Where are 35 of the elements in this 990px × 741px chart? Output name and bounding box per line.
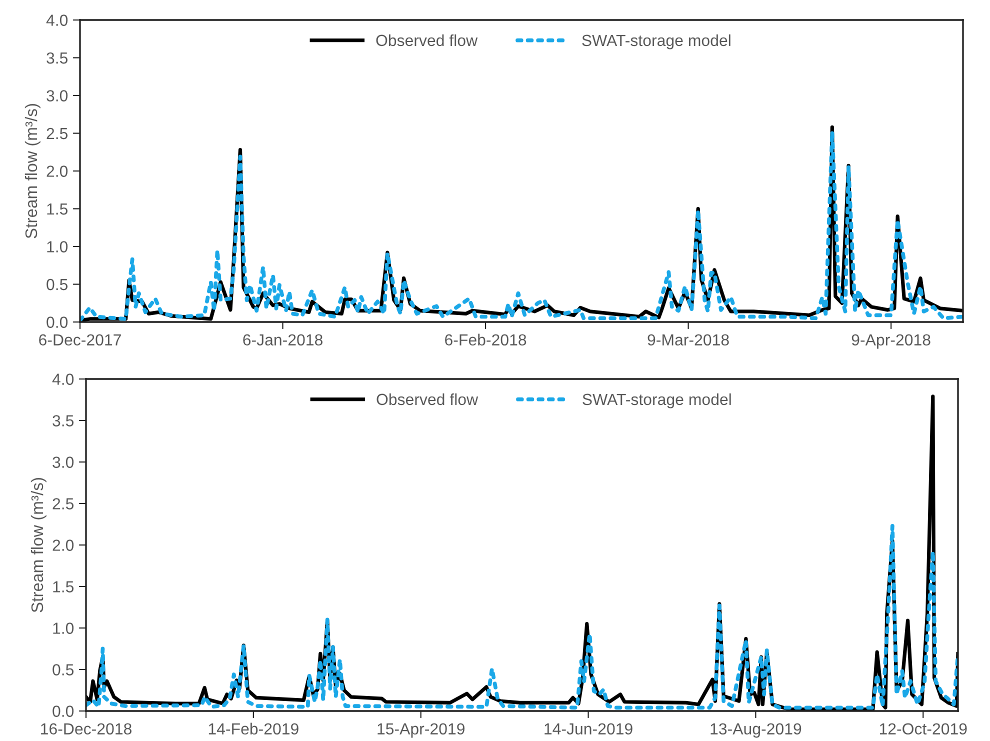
x-tick-label: 9-Apr-2018	[852, 334, 930, 349]
y-tick-label: 3.5	[46, 52, 68, 64]
y-tick-label: 2.5	[46, 128, 68, 140]
x-tick-label: 16-Dec-2018	[41, 723, 132, 735]
y-tick-label: 2.0	[46, 166, 68, 177]
y-tick-label: 2.0	[52, 540, 74, 551]
y-tick-label: 3.0	[46, 90, 68, 102]
y-tick-label: 1.5	[47, 204, 68, 215]
x-tick-label: 15-Apr-2019	[378, 723, 464, 738]
x-tick-label: 6-Dec-2017	[39, 334, 121, 346]
y-tick-label: 1.5	[53, 581, 74, 592]
y-tick-label: 1.0	[53, 622, 74, 634]
x-tick-label: 14-Jun-2019	[544, 723, 632, 735]
y-tick-label: 3.0	[52, 456, 74, 468]
y-tick-label: 0.5	[46, 278, 68, 290]
x-tick-label: 13-Aug-2019	[710, 723, 802, 738]
x-tick-label: 9-Mar-2018	[648, 334, 729, 346]
y-tick-label: 3.5	[52, 415, 74, 426]
legend-label: Observed flow	[376, 34, 478, 46]
y-tick-label: 0.0	[52, 706, 74, 717]
legend-label: Observed flow	[376, 393, 478, 406]
y-tick-label: 4.0	[52, 374, 74, 385]
y-tick-label: 4.0	[46, 14, 68, 26]
x-tick-label: 6-Feb-2018	[445, 334, 526, 346]
y-axis-title: Stream flow (m³/s)	[30, 478, 46, 612]
x-tick-label: 6-Jan-2018	[243, 334, 322, 346]
y-tick-label: 0.5	[52, 664, 74, 676]
x-tick-label: 12-Oct-2019	[880, 723, 967, 735]
y-tick-label: 2.5	[52, 498, 74, 510]
x-tick-label: 14-Feb-2019	[208, 722, 298, 735]
y-axis-title: Stream flow (m³/s)	[24, 104, 40, 238]
legend-label: SWAT-storage model	[582, 393, 731, 408]
legend-label: SWAT-storage model	[582, 34, 730, 50]
y-tick-label: 0.0	[46, 316, 68, 328]
y-tick-label: 1.0	[47, 241, 68, 252]
